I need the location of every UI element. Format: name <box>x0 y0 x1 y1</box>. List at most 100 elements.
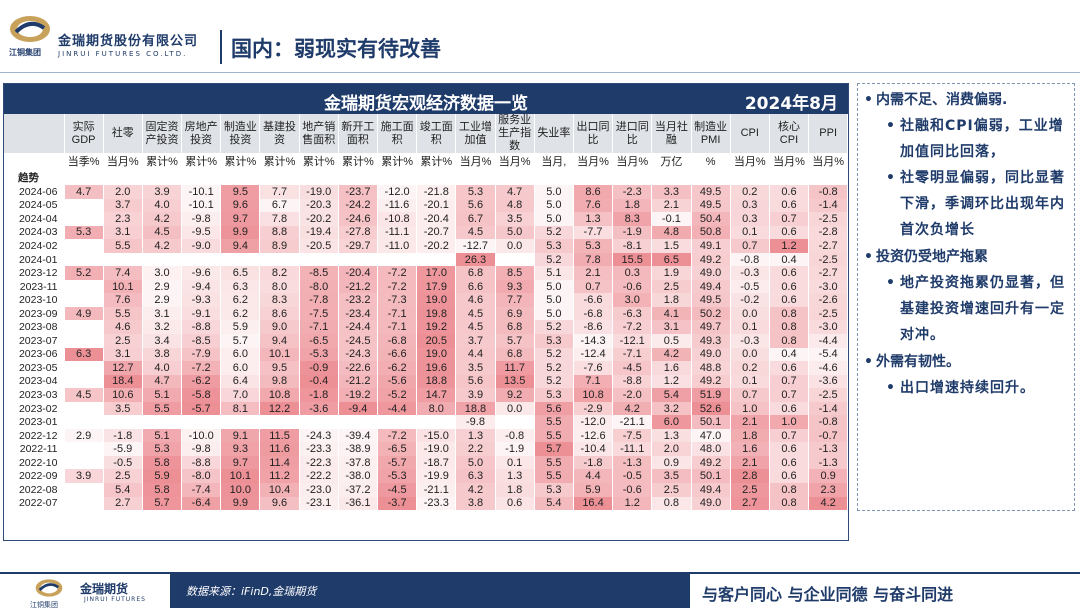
data-cell: 5.2 <box>64 266 104 280</box>
data-cell: 1.0 <box>730 401 770 416</box>
data-cell: 7.4 <box>103 266 143 280</box>
data-cell: 8.1 <box>220 401 261 416</box>
data-cell: 6.8 <box>455 266 496 280</box>
data-cell: -20.5 <box>299 239 339 253</box>
data-cell <box>495 252 535 267</box>
data-cell: 10.8 <box>259 388 300 402</box>
data-cell <box>64 483 104 497</box>
data-cell: 49.5 <box>691 198 731 213</box>
data-cell: 0.8 <box>769 306 810 321</box>
data-cell: -12.0 <box>377 185 418 199</box>
data-cell: -2.9 <box>573 401 614 416</box>
data-cell: -10.1 <box>181 198 222 213</box>
data-cell: 5.4 <box>651 388 692 402</box>
row-date: 2022-08 <box>4 483 65 497</box>
data-cell: -2.5 <box>808 388 848 402</box>
data-cell: -1.8 <box>573 455 614 470</box>
data-cell: 2.7 <box>730 496 770 511</box>
data-cell: 0.7 <box>769 388 810 402</box>
data-cell: 8.5 <box>495 266 535 280</box>
data-cell: -18.7 <box>416 455 457 470</box>
column-header: 制造业投资 <box>220 114 261 153</box>
data-cell: 10.8 <box>573 388 614 402</box>
data-cell: 0.1 <box>495 455 535 470</box>
table-row: 2022-12 2.9 -1.8 5.1 -10.0 9.1 11.5 -24.3 -39.4-… <box>4 428 848 443</box>
data-cell: 52.6 <box>691 401 731 416</box>
data-cell: 11.2 <box>259 469 300 484</box>
data-cell: 5.3 <box>534 483 574 497</box>
data-cell <box>220 252 261 267</box>
column-header: 实际GDP <box>64 114 104 153</box>
bullet-sub: 地产投资拖累仍显著，但基建投资增速回升有一定对冲。 <box>862 270 1070 348</box>
data-cell: 6.5 <box>220 266 261 280</box>
data-cell: -0.5 <box>612 469 653 484</box>
data-cell: 49.1 <box>691 239 731 253</box>
data-cell: 12.2 <box>259 401 300 416</box>
data-cell: -2.5 <box>808 252 848 267</box>
data-cell: 2.1 <box>730 455 770 470</box>
data-cell: 4.7 <box>142 374 183 389</box>
table-row: 2023-03 4.5 10.6 5.1 -5.8 7.0 10.8 -1.8 -19.2 -5.… <box>4 388 848 402</box>
column-unit: 当月% <box>495 153 535 171</box>
data-cell: 3.7 <box>103 198 143 213</box>
data-cell: 20.5 <box>416 334 457 348</box>
data-cell: 48.8 <box>691 361 731 375</box>
data-cell: 0.0 <box>495 239 535 253</box>
column-unit: 万亿 <box>651 153 692 171</box>
trend-cell <box>181 171 222 185</box>
data-cell: 50.4 <box>691 212 731 226</box>
row-date: 2023-12 <box>4 266 65 280</box>
column-header: 竣工面积 <box>416 114 457 153</box>
column-header: 出口同比 <box>573 114 614 153</box>
column-header: 失业率 <box>534 114 574 153</box>
data-cell: -7.1 <box>299 320 339 335</box>
data-cell: -0.8 <box>730 252 770 267</box>
data-cell: 0.6 <box>769 185 810 199</box>
data-cell: -3.7 <box>377 496 418 511</box>
table-row: 2023-09 4.9 5.5 3.1 -9.1 6.2 8.6 -7.5 -23.4 -7.1 1… <box>4 306 848 321</box>
data-cell: -14.3 <box>573 334 614 348</box>
data-cell: 6.4 <box>220 374 261 389</box>
table-row: 2022-09 3.9 2.5 5.9 -8.0 10.1 11.2 -22.2 -38.0 -5… <box>4 469 848 484</box>
data-cell: 2.8 <box>730 469 770 484</box>
data-cell: 19.8 <box>416 306 457 321</box>
row-date: 2024-03 <box>4 225 65 240</box>
data-cell <box>64 252 104 267</box>
data-cell <box>103 252 143 267</box>
data-cell: 3.0 <box>142 266 183 280</box>
data-cell: 1.8 <box>495 483 535 497</box>
data-cell: 5.5 <box>534 428 574 443</box>
row-date: 2024-05 <box>4 198 65 213</box>
column-unit: 当季% <box>64 153 104 171</box>
company-logo <box>8 14 72 66</box>
column-unit: 累计% <box>299 153 339 171</box>
data-cell: 5.0 <box>495 225 535 240</box>
data-cell: 0.0 <box>730 347 770 362</box>
table-row: 2024-04 2.3 4.2 -9.8 9.7 7.8 -20.2 -24.6 -10.8 -2… <box>4 212 848 226</box>
data-cell: 8.6 <box>573 185 614 199</box>
data-cell: -11.0 <box>377 239 418 253</box>
data-cell: -3.0 <box>808 320 848 335</box>
data-cell: 50.2 <box>691 306 731 321</box>
data-cell: 5.9 <box>573 483 614 497</box>
data-cell <box>142 252 183 267</box>
data-cell: -1.8 <box>299 388 339 402</box>
column-header: 地产销售面积 <box>299 114 339 153</box>
data-cell: -9.6 <box>181 266 222 280</box>
data-grid: 实际GDP 社零 固定资产投资 房地产投资 制造业投资 基建投资 地产销售面积 新开工面积 施工… <box>4 114 848 511</box>
data-cell: 9.3 <box>220 442 261 456</box>
footer-company-cn: 金瑞期货 <box>80 582 129 596</box>
data-cell: 10.1 <box>220 469 261 484</box>
data-cell: 2.5 <box>103 469 143 484</box>
data-cell: 18.4 <box>103 374 143 389</box>
data-cell: 0.6 <box>769 401 810 416</box>
data-cell <box>142 415 183 429</box>
data-cell: 5.9 <box>220 320 261 335</box>
data-cell: 0.6 <box>769 266 810 280</box>
data-cell: 2.9 <box>142 279 183 294</box>
data-cell: 3.9 <box>64 469 104 484</box>
column-header: 制造业PMI <box>691 114 731 153</box>
data-cell: 1.2 <box>612 496 653 511</box>
data-cell: 19.6 <box>416 361 457 375</box>
table-row: 2023-04 18.4 4.7 -6.2 6.4 9.8 -0.4 -21.2 -5.6 18.… <box>4 374 848 389</box>
